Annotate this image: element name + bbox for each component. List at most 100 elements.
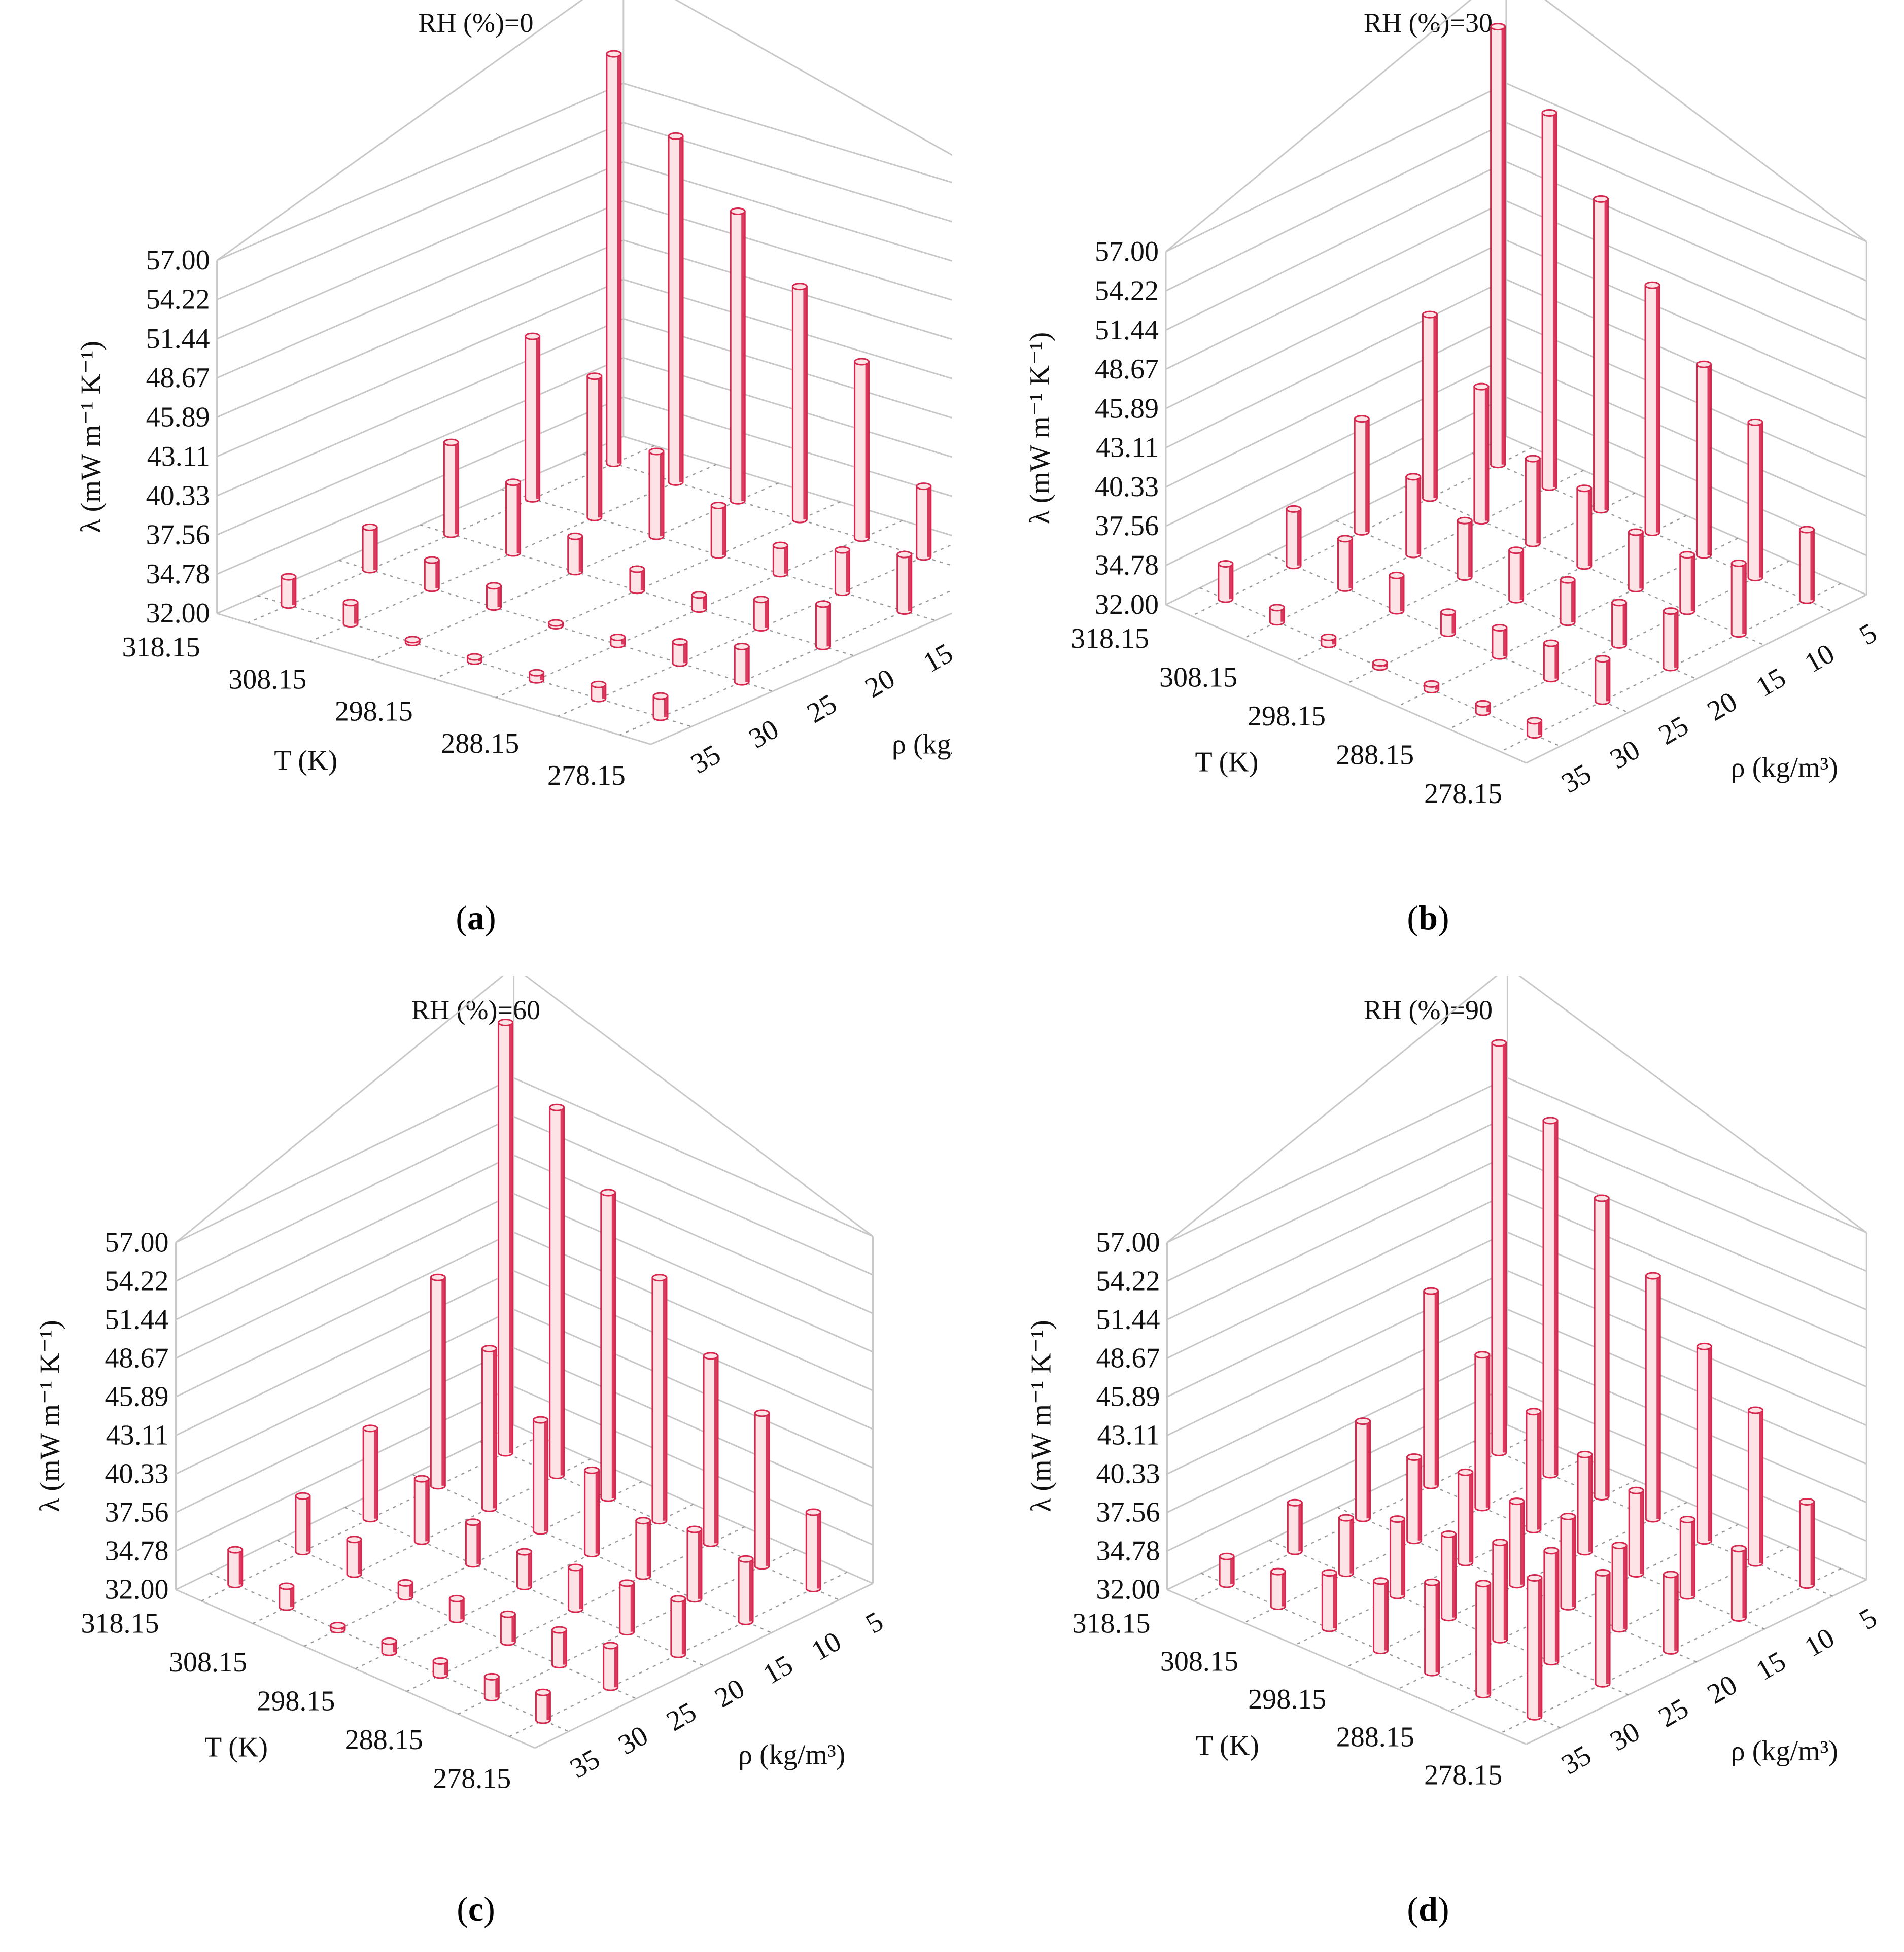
y-axis-label: λ (mW m⁻¹ K⁻¹) bbox=[76, 341, 107, 533]
panel-title: RH (%)=0 bbox=[418, 8, 534, 38]
y-tick-label: 37.56 bbox=[105, 1496, 169, 1528]
bar bbox=[1679, 1515, 1695, 1600]
bar bbox=[548, 619, 564, 630]
bars bbox=[281, 50, 932, 721]
grid-line-left bbox=[217, 318, 624, 497]
panel-d: RH (%)=90 32.00 34.78 37.56 40.33 43.11 45.89… bbox=[952, 976, 1904, 1952]
bar bbox=[1695, 360, 1712, 559]
bar bbox=[1474, 1351, 1491, 1512]
bar bbox=[672, 638, 688, 667]
bar bbox=[1424, 680, 1440, 693]
y-tick-label: 37.56 bbox=[146, 519, 210, 550]
bar bbox=[1286, 505, 1302, 570]
y-tick-label: 48.67 bbox=[146, 362, 210, 394]
bar bbox=[1663, 607, 1679, 672]
bar bbox=[1508, 546, 1525, 604]
grid-line-right bbox=[1506, 161, 1867, 321]
grid-line-left bbox=[1165, 278, 1507, 449]
rho-tick-label: 20 bbox=[860, 663, 900, 704]
bar bbox=[413, 1475, 430, 1545]
chart-b: 32.00 34.78 37.56 40.33 43.11 45.89 48.67 51.44… bbox=[1024, 0, 1882, 810]
t-tick-label: 288.15 bbox=[345, 1724, 423, 1756]
right-top-edge bbox=[525, 976, 874, 1237]
bar bbox=[635, 1517, 651, 1580]
bar bbox=[1354, 415, 1370, 536]
y-tick-label: 57.00 bbox=[146, 245, 210, 276]
bar bbox=[738, 1555, 754, 1625]
grid-line-right bbox=[1507, 1231, 1867, 1388]
bar bbox=[568, 1563, 584, 1613]
bar bbox=[346, 1536, 362, 1578]
bar bbox=[397, 1579, 413, 1601]
bar bbox=[227, 1546, 244, 1588]
bar bbox=[603, 1642, 619, 1691]
y-tick-label: 48.67 bbox=[105, 1342, 169, 1374]
chart-d: 32.00 34.78 37.56 40.33 43.11 45.89 48.67 51.44… bbox=[1025, 976, 1882, 1791]
grid-line-right bbox=[1507, 1116, 1867, 1272]
rho-tick-label: 10 bbox=[1799, 638, 1840, 679]
bar bbox=[710, 502, 726, 559]
rho-tick-label: 25 bbox=[802, 688, 842, 729]
grid-line-left bbox=[175, 1231, 514, 1398]
grid-line-right bbox=[1506, 122, 1867, 282]
bar bbox=[483, 1672, 500, 1701]
bar bbox=[1287, 1498, 1303, 1555]
rho-tick-label: 20 bbox=[1702, 1669, 1742, 1711]
grid-line-left bbox=[217, 122, 624, 300]
bar bbox=[1525, 455, 1541, 547]
t-tick-label: 278.15 bbox=[433, 1763, 511, 1795]
grid-line-right bbox=[513, 1154, 874, 1314]
rho-tick-label: 15 bbox=[1751, 661, 1791, 703]
t-axis-label: T (K) bbox=[1195, 747, 1258, 778]
floor-grid-line bbox=[1267, 553, 1629, 713]
bar bbox=[1337, 535, 1354, 592]
bar bbox=[1390, 1515, 1406, 1599]
t-tick-label: 308.15 bbox=[1160, 1646, 1238, 1677]
bar bbox=[1389, 571, 1405, 615]
grid-line-right bbox=[1507, 1154, 1867, 1311]
grid-line-left bbox=[175, 1347, 514, 1513]
grid-line-left bbox=[1166, 1077, 1508, 1243]
floor-edge bbox=[1166, 1589, 1527, 1745]
caption-letter: d bbox=[1418, 1890, 1438, 1928]
y-tick-label: 54.22 bbox=[146, 284, 210, 316]
bar bbox=[516, 1548, 532, 1590]
bar bbox=[432, 1657, 448, 1679]
bar bbox=[1338, 1514, 1354, 1578]
grid-line-right bbox=[623, 122, 952, 223]
bar bbox=[1424, 1578, 1440, 1677]
bar bbox=[1355, 1417, 1371, 1522]
bar bbox=[1423, 1287, 1439, 1489]
bar bbox=[1475, 700, 1491, 716]
panel-a: RH (%)=0 32.00 34.78 37.56 40.33 43.11 45.89 4… bbox=[0, 0, 952, 976]
grid-line-left bbox=[1166, 1231, 1508, 1398]
t-axis-label: T (K) bbox=[1196, 1730, 1259, 1761]
bar bbox=[481, 1345, 497, 1512]
rho-tick-label: 25 bbox=[662, 1696, 702, 1737]
rho-tick-label: 35 bbox=[1556, 1739, 1596, 1781]
bar bbox=[549, 1103, 565, 1480]
y-tick-label: 34.78 bbox=[1096, 1536, 1160, 1567]
bar bbox=[629, 565, 645, 595]
panel-b: RH (%)=30 32.00 34.78 37.56 40.33 43.11 45.89… bbox=[952, 0, 1904, 976]
panel-caption: (b) bbox=[1407, 898, 1449, 937]
bar bbox=[404, 636, 421, 646]
bar bbox=[1527, 717, 1543, 739]
rho-tick-label: 25 bbox=[1653, 710, 1693, 751]
rho-axis-label: ρ (kg/m³) bbox=[892, 728, 952, 760]
bar bbox=[1593, 195, 1609, 514]
bar bbox=[600, 1189, 616, 1502]
t-tick-label: 278.15 bbox=[1424, 778, 1502, 810]
walls bbox=[1165, 0, 1867, 606]
bar bbox=[1458, 1468, 1474, 1566]
y-tick-label: 32.00 bbox=[105, 1574, 169, 1606]
t-tick-label: 318.15 bbox=[122, 632, 200, 663]
bars bbox=[1218, 23, 1815, 739]
grid-line-right bbox=[1506, 278, 1867, 439]
rho-tick-label: 30 bbox=[613, 1720, 653, 1761]
grid-line-right bbox=[1506, 239, 1867, 400]
bar bbox=[535, 1688, 551, 1724]
grid-line-left bbox=[175, 1308, 514, 1475]
t-tick-label: 298.15 bbox=[335, 696, 413, 727]
grid-line-left bbox=[175, 1385, 514, 1552]
